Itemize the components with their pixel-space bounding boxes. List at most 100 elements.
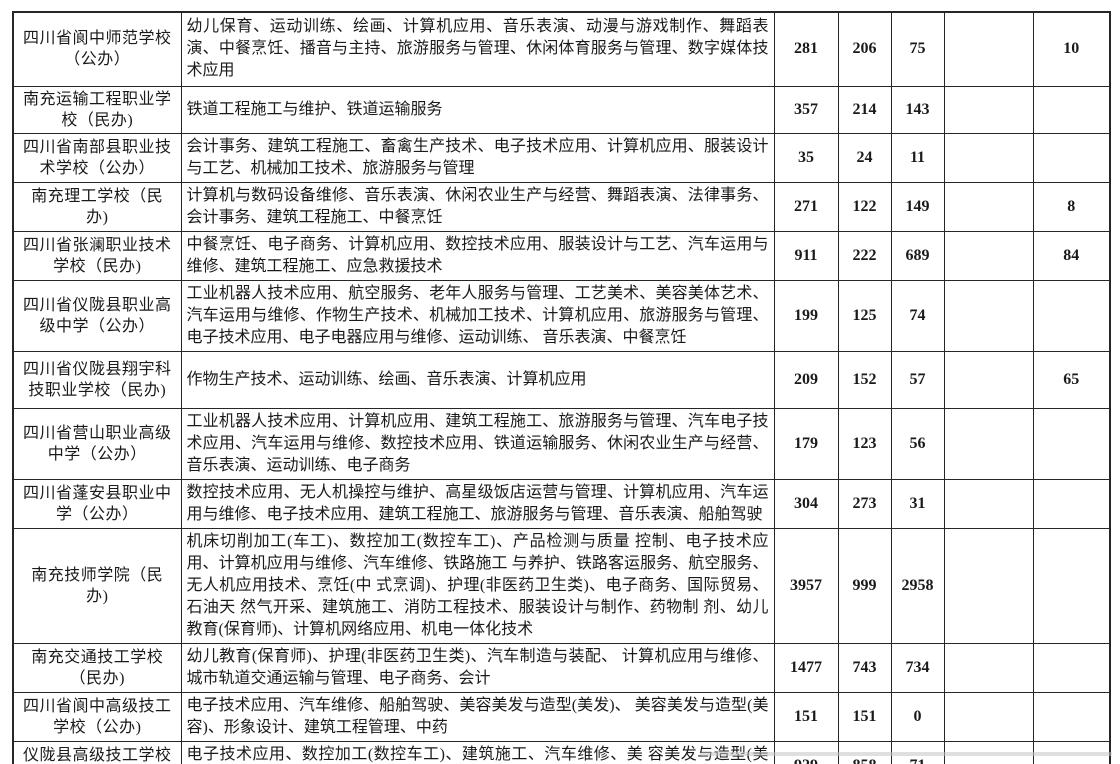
value-cell-4: [943, 642, 1034, 693]
value-cell-4: [943, 350, 1034, 409]
value-cell-5: 10: [1032, 11, 1111, 87]
value-cell-4: [943, 132, 1034, 183]
value-cell-2: 24: [837, 132, 892, 183]
value-cell-4: [943, 691, 1034, 742]
value-cell-5: 65: [1032, 350, 1111, 409]
majors-list-cell: 机床切削加工(车工)、数控加工(数控车工)、产品检测与质量 控制、电子技术应用、…: [180, 527, 775, 644]
school-name-cell: 四川省南部县职业技术学校（公办）: [12, 132, 182, 183]
value-cell-4: [943, 279, 1034, 352]
table-row: 南充运输工程职业学校（民办) 铁道工程施工与维护、铁道运输服务 357 214 143: [12, 85, 1111, 134]
school-name-cell: 四川省阆中高级技工学校（公办): [12, 691, 182, 742]
value-cell-2: 273: [837, 478, 892, 529]
school-name-cell: 四川省阆中师范学校（公办）: [12, 11, 182, 87]
majors-list-cell: 工业机器人技术应用、航空服务、老年人服务与管理、工艺美术、美容美体艺术、汽车运用…: [180, 279, 775, 352]
table-row: 南充技师学院（民办) 机床切削加工(车工)、数控加工(数控车工)、产品检测与质量 …: [12, 527, 1111, 644]
value-cell-2: 152: [837, 350, 892, 409]
table-row: 南充交通技工学校（民办) 幼儿教育(保育师)、护理(非医药卫生类)、汽车制造与装配…: [12, 642, 1111, 693]
value-cell-5: [1032, 642, 1111, 693]
value-cell-2: 125: [837, 279, 892, 352]
table-row: 四川省南部县职业技术学校（公办） 会计事务、建筑工程施工、畜禽生产技术、电子技术应…: [12, 132, 1111, 183]
value-cell-3: 31: [890, 478, 945, 529]
value-cell-4: [943, 181, 1034, 232]
school-enrollment-table: 四川省阆中师范学校（公办） 幼儿保育、运动训练、绘画、计算机应用、音乐表演、动漫与…: [12, 11, 1111, 764]
majors-list-cell: 数控技术应用、无人机操控与维护、高星级饭店运营与管理、计算机应用、汽车运用与维修…: [180, 478, 775, 529]
value-cell-3: 143: [890, 85, 945, 134]
school-name-cell: 四川省张澜职业技术学校（民办): [12, 230, 182, 281]
school-name-cell: 四川省蓬安县职业中学（公办）: [12, 478, 182, 529]
value-cell-4: [943, 478, 1034, 529]
majors-list-cell: 幼儿教育(保育师)、护理(非医药卫生类)、汽车制造与装配、 计算机应用与维修、城…: [180, 642, 775, 693]
value-cell-1: 911: [773, 230, 839, 281]
value-cell-3: 2958: [890, 527, 945, 644]
value-cell-4: [943, 85, 1034, 134]
value-cell-1: 209: [773, 350, 839, 409]
value-cell-5: [1032, 527, 1111, 644]
table-row: 四川省仪陇县翔宇科技职业学校（民办) 作物生产技术、运动训练、绘画、音乐表演、计算…: [12, 350, 1111, 409]
table-row: 四川省营山职业高级中学（公办） 工业机器人技术应用、计算机应用、建筑工程施工、旅游…: [12, 407, 1111, 480]
majors-list-cell: 会计事务、建筑工程施工、畜禽生产技术、电子技术应用、计算机应用、服装设计与工艺、…: [180, 132, 775, 183]
majors-list-cell: 电子技术应用、数控加工(数控车工)、建筑施工、汽车维修、美 容美发与造型(美容): [180, 740, 775, 764]
value-cell-3: 56: [890, 407, 945, 480]
table-row: 南充理工学校（民办) 计算机与数码设备维修、音乐表演、休闲农业生产与经营、舞蹈表演…: [12, 181, 1111, 232]
value-cell-5: [1032, 478, 1111, 529]
school-name-cell: 南充技师学院（民办): [12, 527, 182, 644]
value-cell-5: [1032, 691, 1111, 742]
value-cell-3: 75: [890, 11, 945, 87]
value-cell-2: 122: [837, 181, 892, 232]
value-cell-2: 743: [837, 642, 892, 693]
value-cell-3: 689: [890, 230, 945, 281]
value-cell-1: 1477: [773, 642, 839, 693]
school-name-cell: 南充理工学校（民办): [12, 181, 182, 232]
school-name-cell: 仪陇县高级技工学校（公办）: [12, 740, 182, 764]
value-cell-3: 74: [890, 279, 945, 352]
table-row: 四川省阆中师范学校（公办） 幼儿保育、运动训练、绘画、计算机应用、音乐表演、动漫与…: [12, 11, 1111, 87]
table-row: 四川省蓬安县职业中学（公办） 数控技术应用、无人机操控与维护、高星级饭店运营与管理…: [12, 478, 1111, 529]
value-cell-5: [1032, 85, 1111, 134]
value-cell-1: 35: [773, 132, 839, 183]
value-cell-5: [1032, 279, 1111, 352]
value-cell-3: 149: [890, 181, 945, 232]
value-cell-3: 57: [890, 350, 945, 409]
school-name-cell: 四川省仪陇县职业高级中学（公办）: [12, 279, 182, 352]
value-cell-2: 222: [837, 230, 892, 281]
majors-list-cell: 幼儿保育、运动训练、绘画、计算机应用、音乐表演、动漫与游戏制作、舞蹈表演、中餐烹…: [180, 11, 775, 87]
table-row: 四川省仪陇县职业高级中学（公办） 工业机器人技术应用、航空服务、老年人服务与管理、…: [12, 279, 1111, 352]
majors-list-cell: 电子技术应用、汽车维修、船舶驾驶、美容美发与造型(美发)、 美容美发与造型(美容…: [180, 691, 775, 742]
value-cell-1: 357: [773, 85, 839, 134]
majors-list-cell: 中餐烹饪、电子商务、计算机应用、数控技术应用、服装设计与工艺、汽车运用与维修、建…: [180, 230, 775, 281]
value-cell-4: [943, 527, 1034, 644]
majors-list-cell: 计算机与数码设备维修、音乐表演、休闲农业生产与经营、舞蹈表演、法律事务、会计事务…: [180, 181, 775, 232]
school-name-cell: 南充交通技工学校（民办): [12, 642, 182, 693]
value-cell-3: 0: [890, 691, 945, 742]
value-cell-1: 151: [773, 691, 839, 742]
value-cell-4: [943, 230, 1034, 281]
value-cell-1: 281: [773, 11, 839, 87]
value-cell-2: 999: [837, 527, 892, 644]
value-cell-1: 3957: [773, 527, 839, 644]
value-cell-1: 199: [773, 279, 839, 352]
majors-list-cell: 工业机器人技术应用、计算机应用、建筑工程施工、旅游服务与管理、汽车电子技术应用、…: [180, 407, 775, 480]
table-row: 四川省张澜职业技术学校（民办) 中餐烹饪、电子商务、计算机应用、数控技术应用、服装…: [12, 230, 1111, 281]
value-cell-2: 206: [837, 11, 892, 87]
scan-shadow-artifact: [700, 752, 1112, 756]
majors-list-cell: 作物生产技术、运动训练、绘画、音乐表演、计算机应用: [180, 350, 775, 409]
value-cell-4: [943, 11, 1034, 87]
value-cell-1: 271: [773, 181, 839, 232]
value-cell-5: [1032, 407, 1111, 480]
school-table-body: 四川省阆中师范学校（公办） 幼儿保育、运动训练、绘画、计算机应用、音乐表演、动漫与…: [12, 11, 1111, 764]
value-cell-2: 151: [837, 691, 892, 742]
value-cell-5: 8: [1032, 181, 1111, 232]
value-cell-2: 214: [837, 85, 892, 134]
value-cell-4: [943, 407, 1034, 480]
table-row: 仪陇县高级技工学校（公办）电子技术应用、数控加工(数控车工)、建筑施工、汽车维修…: [12, 740, 1111, 764]
school-name-cell: 南充运输工程职业学校（民办): [12, 85, 182, 134]
value-cell-1: 304: [773, 478, 839, 529]
value-cell-3: 734: [890, 642, 945, 693]
table-row: 四川省阆中高级技工学校（公办) 电子技术应用、汽车维修、船舶驾驶、美容美发与造型(…: [12, 691, 1111, 742]
majors-list-cell: 铁道工程施工与维护、铁道运输服务: [180, 85, 775, 134]
value-cell-5: [1032, 132, 1111, 183]
value-cell-1: 179: [773, 407, 839, 480]
value-cell-5: 84: [1032, 230, 1111, 281]
school-name-cell: 四川省营山职业高级中学（公办）: [12, 407, 182, 480]
